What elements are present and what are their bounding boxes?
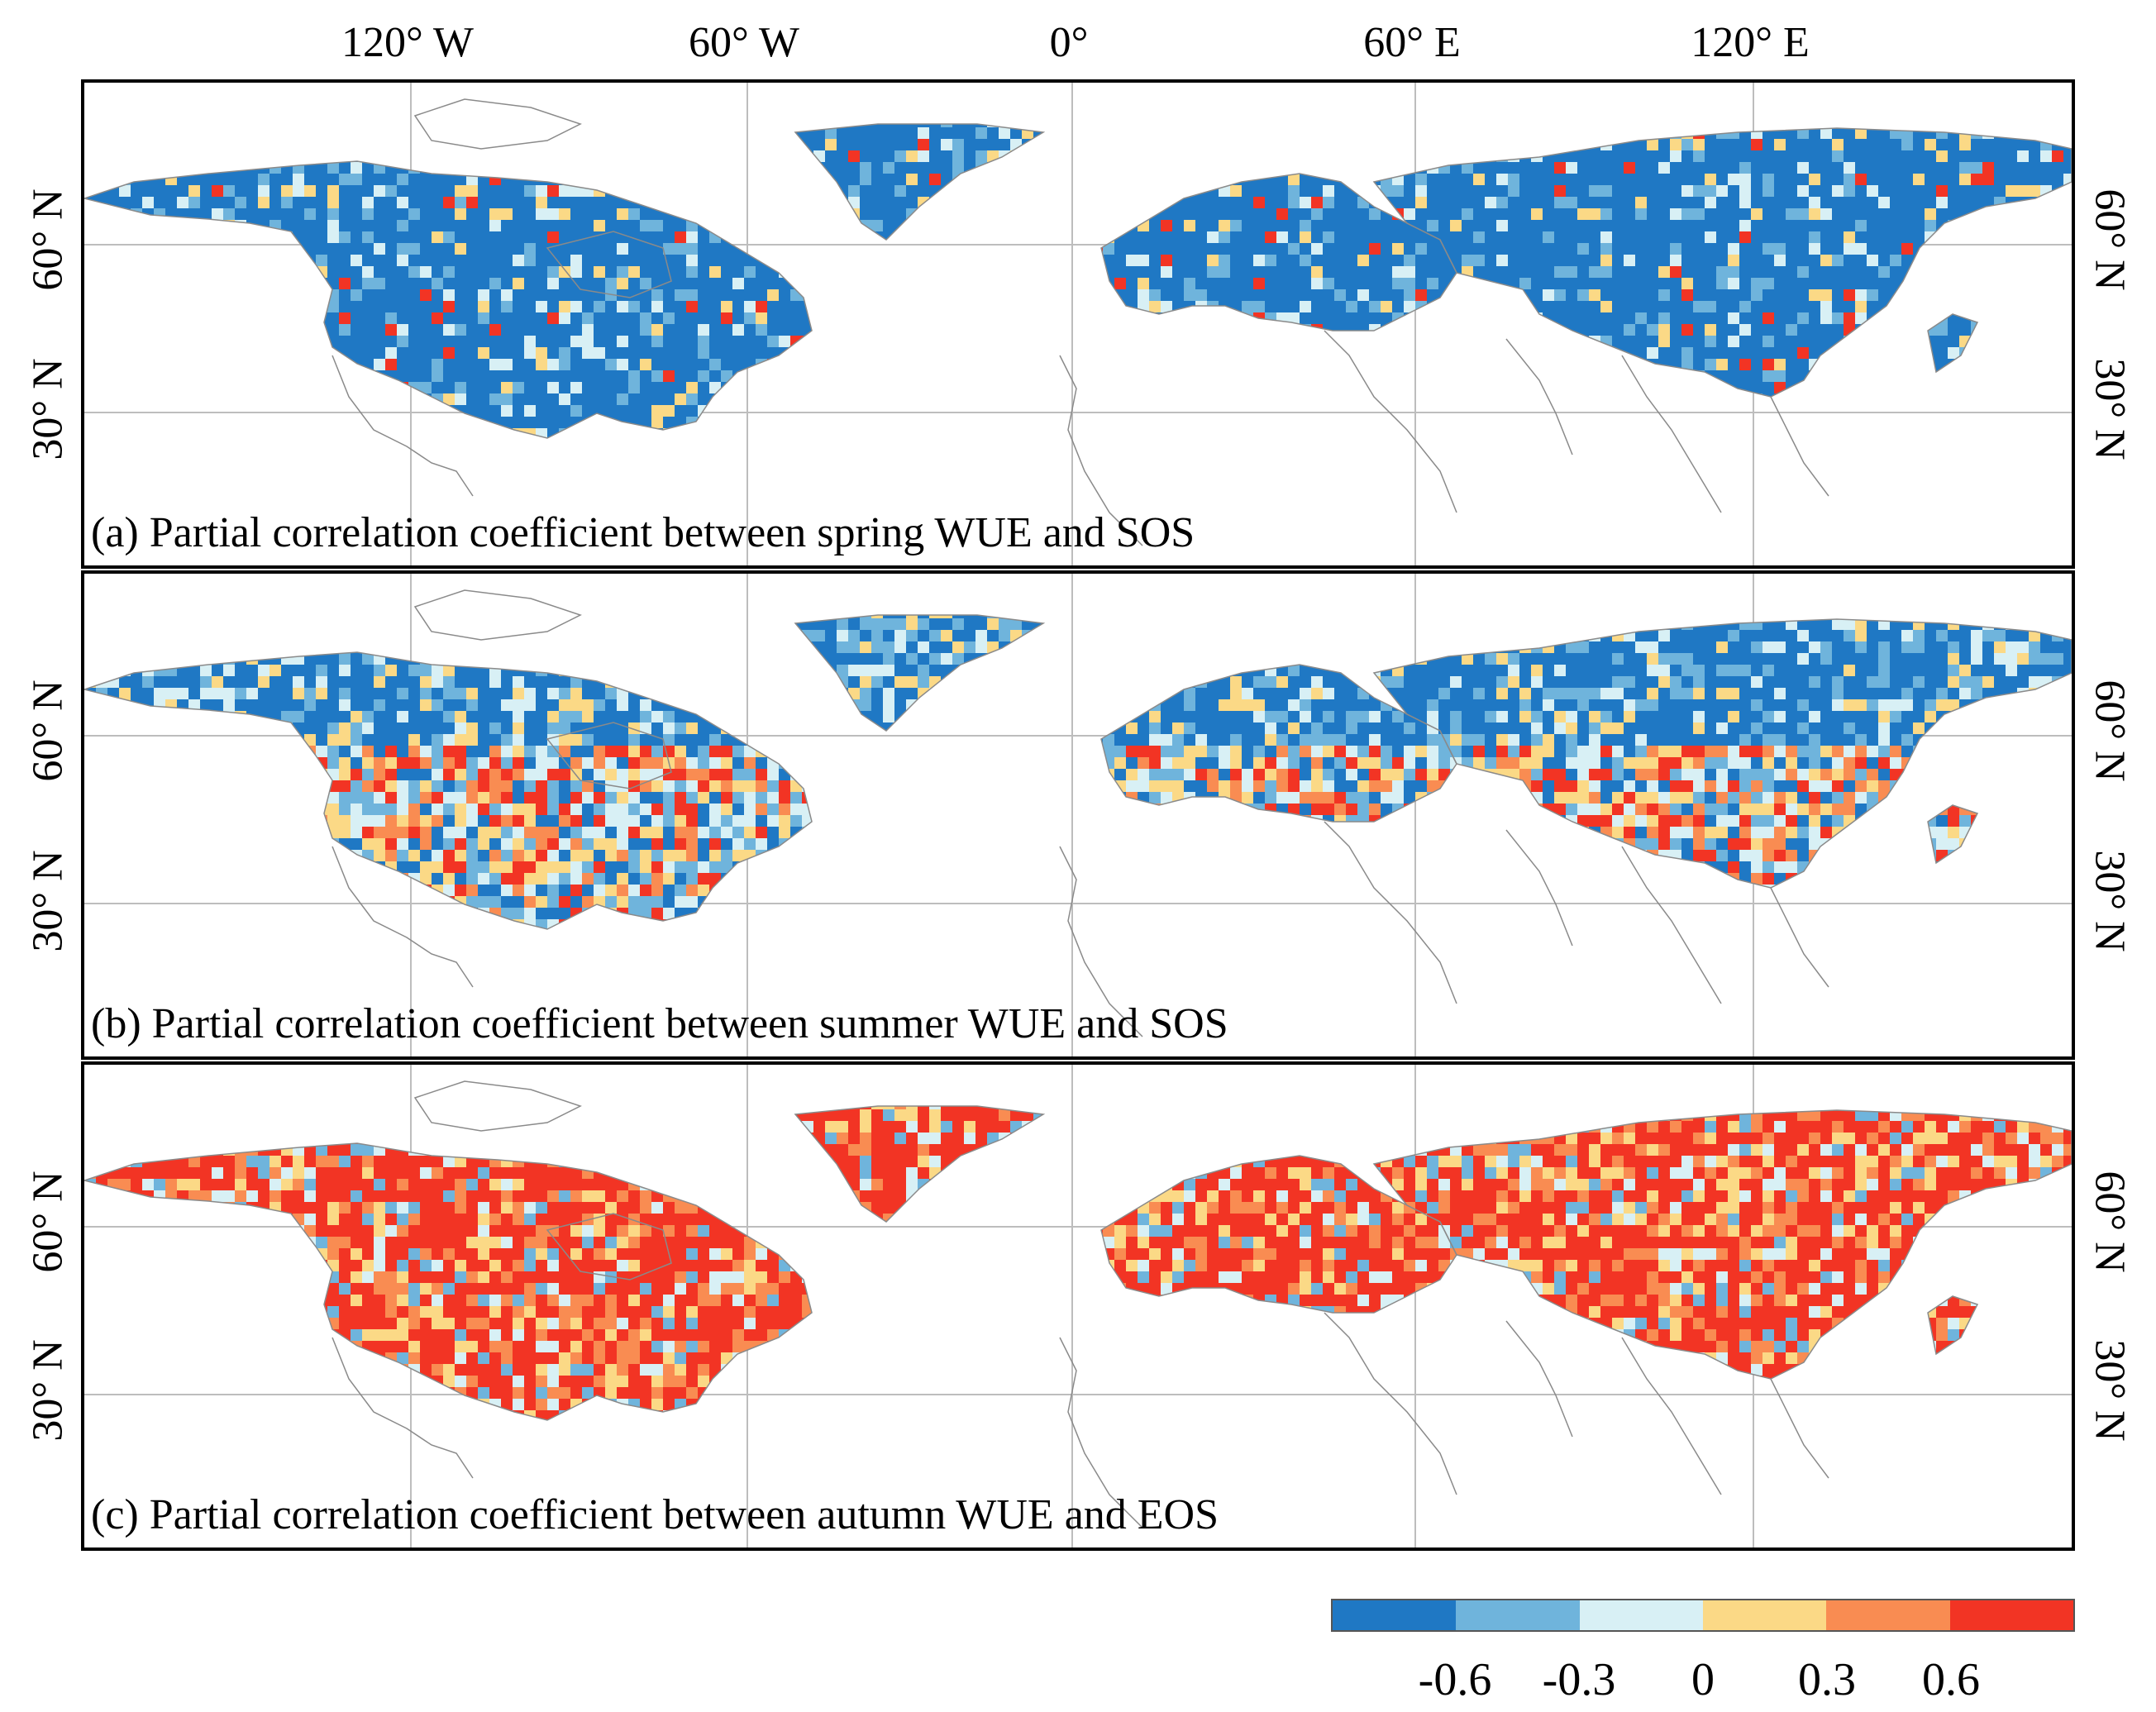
- lat-label-60n-right-c: 60° N: [2086, 1171, 2134, 1273]
- lat-label-30n-left-c: 30° N: [24, 1339, 72, 1442]
- lat-label-30n-right-a: 30° N: [2086, 358, 2134, 460]
- lat-label-30n-right-c: 30° N: [2086, 1339, 2134, 1442]
- legend-swatch-5: [1826, 1600, 1950, 1630]
- legend-tick-0: 0: [1691, 1654, 1715, 1705]
- legend-tick-03: 0.3: [1798, 1654, 1856, 1705]
- correlation-raster: [84, 615, 2072, 929]
- lon-label-0: 0°: [1049, 19, 1089, 66]
- correlation-raster: [84, 124, 2072, 438]
- legend-swatch-1: [1333, 1600, 1457, 1630]
- panel-caption-b: (b) Partial correlation coefficient betw…: [91, 1000, 1228, 1047]
- coastlines: [84, 589, 2072, 1037]
- lon-label-60e: 60° E: [1363, 19, 1461, 66]
- correlation-raster: [84, 1106, 2072, 1420]
- panel-caption-a: (a) Partial correlation coefficient betw…: [91, 509, 1195, 556]
- color-legend-bar: [1331, 1599, 2075, 1632]
- panel-caption-c: (c) Partial correlation coefficient betw…: [91, 1491, 1219, 1538]
- coastlines: [84, 1080, 2072, 1528]
- map-panel-c: (c) Partial correlation coefficient betw…: [81, 1061, 2075, 1551]
- legend-swatch-3: [1579, 1600, 1703, 1630]
- legend-swatch-4: [1702, 1600, 1827, 1630]
- map-canvas-c: [84, 1065, 2072, 1547]
- coastlines: [84, 98, 2072, 546]
- lon-label-120e: 120° E: [1691, 19, 1810, 66]
- legend-swatch-6: [1949, 1600, 2073, 1630]
- legend-tick-06: 0.6: [1922, 1654, 1980, 1705]
- lat-label-60n-right-b: 60° N: [2086, 680, 2134, 782]
- legend-tick-neg03: -0.3: [1542, 1654, 1616, 1705]
- lon-label-60w: 60° W: [689, 19, 799, 66]
- lat-label-60n-left-c: 60° N: [24, 1171, 72, 1273]
- map-canvas-b: [84, 574, 2072, 1056]
- map-canvas-a: [84, 83, 2072, 565]
- map-panel-b: (b) Partial correlation coefficient betw…: [81, 570, 2075, 1060]
- lat-label-60n-left-a: 60° N: [24, 188, 72, 291]
- legend-swatch-2: [1456, 1600, 1580, 1630]
- lon-label-120w: 120° W: [341, 19, 474, 66]
- lat-label-30n-left-b: 30° N: [24, 850, 72, 952]
- lat-label-30n-right-b: 30° N: [2086, 850, 2134, 952]
- lat-label-60n-left-b: 60° N: [24, 680, 72, 782]
- lat-label-30n-left-a: 30° N: [24, 358, 72, 460]
- legend-tick-neg06: -0.6: [1418, 1654, 1492, 1705]
- map-panel-a: (a) Partial correlation coefficient betw…: [81, 79, 2075, 569]
- lat-label-60n-right-a: 60° N: [2086, 188, 2134, 291]
